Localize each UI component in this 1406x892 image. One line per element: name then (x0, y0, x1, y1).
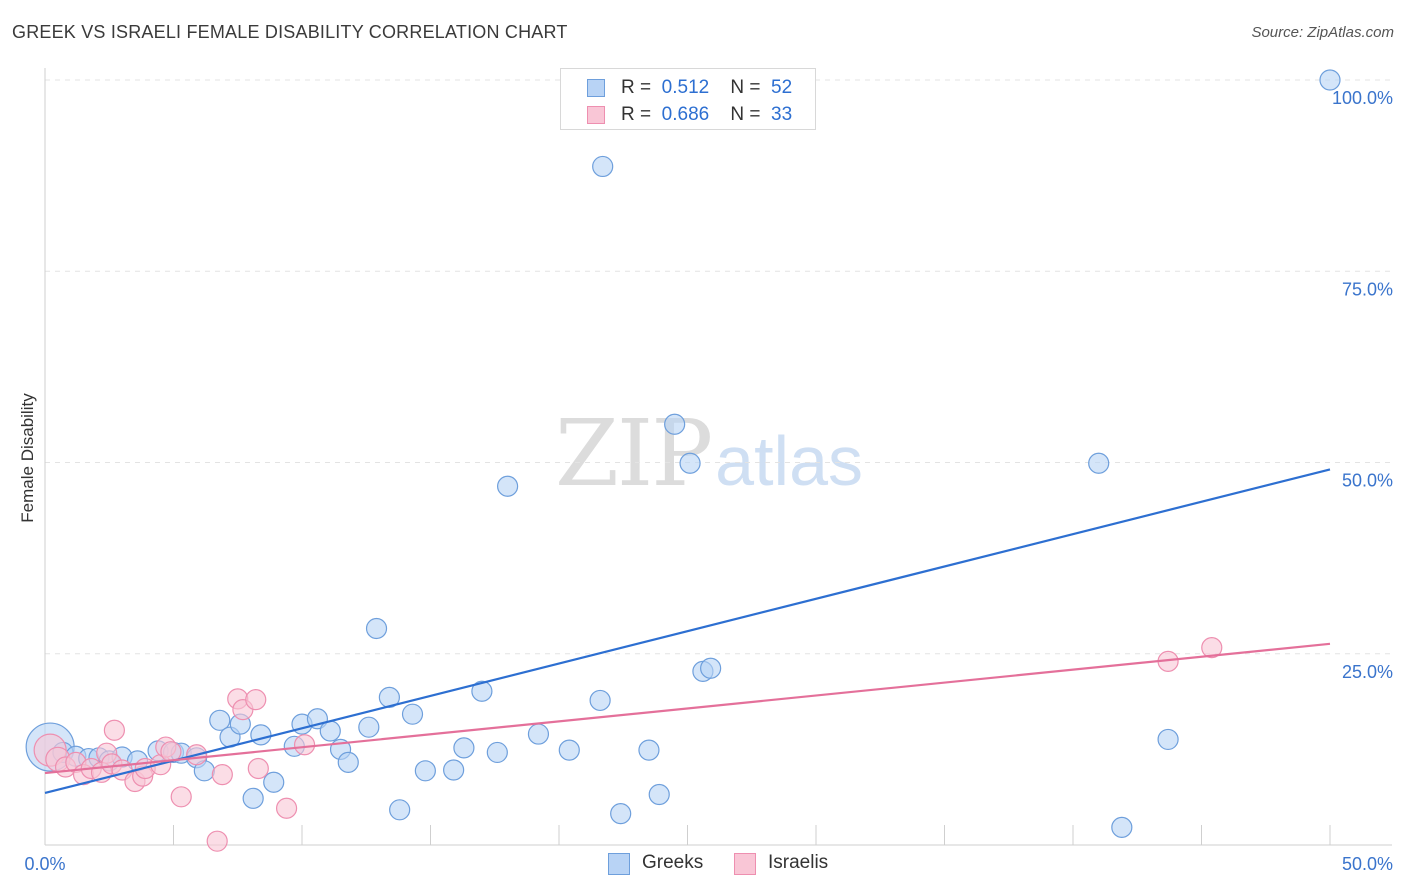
stats-legend: R = 0.512 N = 52 R = 0.686 N = 33 (560, 68, 816, 130)
greeks-point (358, 716, 380, 738)
y-tick-label: 25.0% (1342, 662, 1393, 682)
greeks-point (365, 617, 388, 640)
israelis-r-label: R = (621, 104, 652, 125)
israelis-point (293, 734, 316, 756)
greeks-point (414, 760, 436, 782)
greeks-r-label: R = (621, 77, 652, 98)
greeks-point (638, 739, 660, 761)
greeks-n-label: N = (730, 77, 761, 98)
greeks-point (443, 759, 465, 781)
greeks-point (679, 452, 701, 474)
israelis-point (245, 689, 267, 711)
israelis-point (1201, 637, 1223, 659)
y-tick-label: 75.0% (1342, 279, 1393, 299)
greeks-legend-label: Greeks (642, 852, 704, 873)
greeks-point (1088, 452, 1110, 474)
greeks-trend-line (44, 468, 1331, 795)
chart-title: GREEK VS ISRAELI FEMALE DISABILITY CORRE… (12, 22, 568, 42)
greeks-point (592, 155, 614, 178)
greeks-point (263, 771, 285, 793)
israelis-n-label: N = (730, 104, 761, 125)
greeks-n-value: 52 (771, 77, 793, 98)
greeks-point (250, 724, 272, 746)
israelis-r-value: 0.686 (661, 104, 710, 125)
greeks-point (486, 741, 508, 764)
greeks-point (589, 689, 611, 712)
greeks-r-value: 0.512 (661, 77, 710, 98)
y-tick-label: 100.0% (1332, 88, 1393, 108)
israelis-legend-swatch (734, 853, 756, 875)
greeks-point (209, 709, 231, 731)
israelis-legend-label: Israelis (768, 852, 829, 873)
greeks-point (401, 703, 424, 725)
greeks-swatch (587, 79, 605, 97)
x-tick-label: 50.0% (1342, 854, 1393, 874)
greeks-point (1111, 816, 1133, 839)
greeks-point (497, 475, 519, 497)
legend-israelis-text: R = 0.686 N = 33 (621, 104, 792, 126)
greeks-point (664, 413, 686, 435)
greeks-point (337, 751, 359, 773)
israelis-point (170, 786, 192, 808)
greeks-point (700, 657, 722, 679)
greeks-point (471, 680, 493, 702)
greeks-point (242, 787, 264, 809)
source-credit: Source: ZipAtlas.com (1251, 24, 1394, 41)
greeks-point (558, 739, 580, 761)
israelis-point (211, 764, 233, 786)
israelis-point (247, 757, 269, 780)
greeks-point (389, 799, 411, 821)
israelis-point (206, 830, 228, 852)
greeks-point (527, 723, 550, 745)
greeks-point (648, 783, 670, 806)
israelis-swatch (587, 106, 605, 124)
greeks-point (610, 803, 632, 825)
greeks-point (1319, 69, 1341, 91)
israelis-n-value: 33 (771, 104, 793, 125)
series-legend: Greeks Israelis (0, 852, 1406, 878)
greeks-point (453, 737, 475, 759)
greeks-legend-swatch (608, 853, 630, 875)
israelis-point (275, 797, 298, 819)
israelis-point (103, 719, 125, 741)
y-axis-label: Female Disability (18, 393, 37, 523)
y-tick-label: 50.0% (1342, 471, 1393, 491)
legend-greeks-text: R = 0.512 N = 52 (621, 77, 792, 99)
x-tick-label: 0.0% (24, 854, 65, 874)
greeks-point (1157, 728, 1179, 751)
israelis-trend-line (44, 642, 1331, 775)
